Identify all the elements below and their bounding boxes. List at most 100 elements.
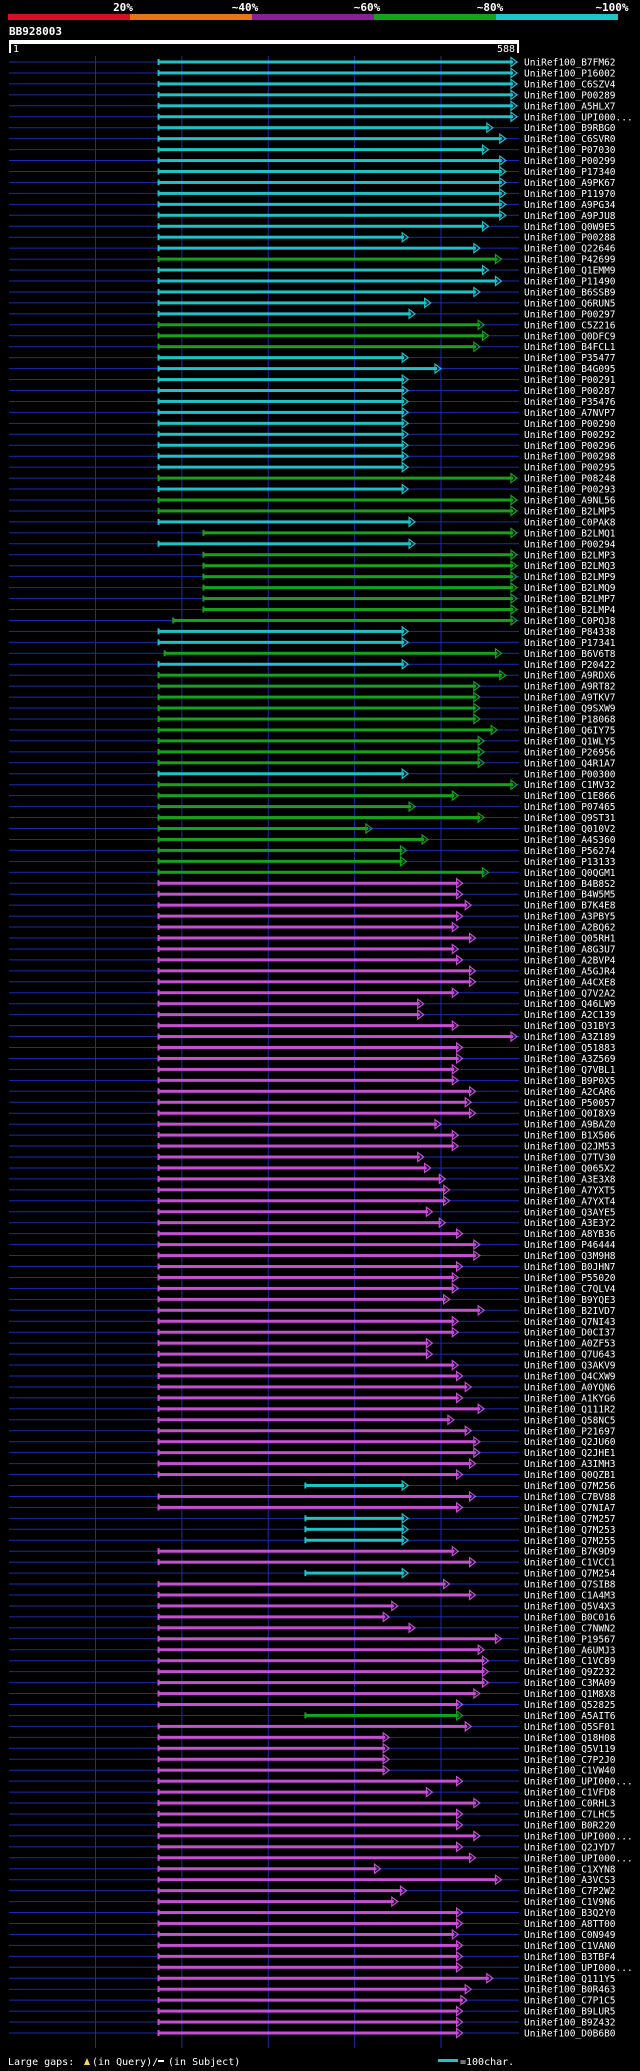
hit-label[interactable]: UniRef100_Q2JHE1 (524, 1448, 616, 1459)
hit-row[interactable]: UniRef100_Q3AYE5 (9, 1206, 616, 1218)
hit-row[interactable]: UniRef100_Q51883 (9, 1041, 616, 1054)
hit-label[interactable]: UniRef100_Q58NC5 (524, 1415, 616, 1426)
hit-row[interactable]: UniRef100_P00298 (9, 450, 616, 463)
hit-row[interactable]: UniRef100_Q2JYD7 (9, 1841, 616, 1853)
hit-label[interactable]: UniRef100_Q065X2 (524, 1163, 616, 1174)
hit-label[interactable]: UniRef100_Q111Y5 (524, 1974, 616, 1985)
hit-label[interactable]: UniRef100_Q0W9E5 (524, 222, 616, 233)
hit-label[interactable]: UniRef100_D0B6B0 (524, 2029, 616, 2040)
hit-label[interactable]: UniRef100_B2LMP5 (524, 506, 616, 517)
hit-row[interactable]: UniRef100_Q0DFC9 (9, 330, 616, 342)
hit-label[interactable]: UniRef100_UPI000... (524, 1853, 633, 1864)
hit-label[interactable]: UniRef100_C0RHL3 (524, 1799, 616, 1810)
hit-row[interactable]: UniRef100_A9PK67 (9, 176, 616, 189)
hit-row[interactable]: UniRef100_A9PG34 (9, 198, 616, 211)
hit-row[interactable]: UniRef100_P11970 (9, 187, 616, 200)
hit-label[interactable]: UniRef100_A3Z189 (524, 1032, 616, 1043)
hit-label[interactable]: UniRef100_P00287 (524, 386, 616, 397)
hit-row[interactable]: UniRef100_Q22646 (9, 242, 616, 255)
hit-row[interactable]: UniRef100_C1VCC1 (9, 1556, 616, 1569)
hit-label[interactable]: UniRef100_A0ZF53 (524, 1339, 616, 1350)
hit-label[interactable]: UniRef100_UPI000... (524, 1777, 633, 1788)
hit-label[interactable]: UniRef100_C1VAN0 (524, 1941, 616, 1952)
hit-row[interactable]: UniRef100_Q2JU60 (9, 1436, 616, 1448)
hit-row[interactable]: UniRef100_P42699 (9, 253, 616, 266)
hit-label[interactable]: UniRef100_P16002 (524, 68, 616, 79)
hit-label[interactable]: UniRef100_Q3M9H8 (524, 1251, 616, 1262)
hit-label[interactable]: UniRef100_A4S360 (524, 835, 616, 846)
hit-label[interactable]: UniRef100_B9RBG0 (524, 123, 616, 134)
hit-label[interactable]: UniRef100_Q31BY3 (524, 1021, 616, 1032)
hit-label[interactable]: UniRef100_P00299 (524, 156, 616, 167)
hit-label[interactable]: UniRef100_B2LMP9 (524, 572, 616, 583)
hit-label[interactable]: UniRef100_A9PK67 (524, 178, 616, 189)
hit-label[interactable]: UniRef100_B4W5M5 (524, 890, 616, 901)
hit-label[interactable]: UniRef100_Q3AKV9 (524, 1361, 616, 1372)
hit-row[interactable]: UniRef100_Q065X2 (9, 1162, 616, 1174)
hit-label[interactable]: UniRef100_Q7V2A2 (524, 988, 616, 999)
hit-row[interactable]: UniRef100_C1VC89 (9, 1655, 616, 1667)
hit-label[interactable]: UniRef100_Q51883 (524, 1043, 616, 1054)
hit-row[interactable]: UniRef100_Q7M254 (9, 1567, 616, 1580)
hit-row[interactable]: UniRef100_B4FCL1 (9, 341, 616, 353)
hit-label[interactable]: UniRef100_B3Q2Y0 (524, 1908, 616, 1919)
hit-row[interactable]: UniRef100_P84338 (9, 625, 616, 638)
hit-row[interactable]: UniRef100_P00295 (9, 461, 616, 474)
hit-row[interactable]: UniRef100_Q9SXW9 (9, 702, 616, 715)
hit-row[interactable]: UniRef100_Q9Z232 (9, 1665, 616, 1678)
hit-row[interactable]: UniRef100_Q4CXW9 (9, 1370, 616, 1383)
hit-row[interactable]: UniRef100_Q0QZB1 (9, 1468, 616, 1481)
hit-row[interactable]: UniRef100_A2CAR6 (9, 1085, 616, 1098)
hit-label[interactable]: UniRef100_Q4CXW9 (524, 1372, 616, 1383)
hit-label[interactable]: UniRef100_A2BQ62 (524, 923, 616, 934)
hit-row[interactable]: UniRef100_B2LMQ1 (9, 527, 616, 539)
hit-row[interactable]: UniRef100_Q0I8X9 (9, 1107, 616, 1120)
hit-label[interactable]: UniRef100_A0YQN6 (524, 1382, 616, 1393)
hit-row[interactable]: UniRef100_B4G095 (9, 362, 616, 375)
hit-row[interactable]: UniRef100_C7QLV4 (9, 1282, 616, 1295)
hit-row[interactable]: UniRef100_A8TT00 (9, 1917, 616, 1930)
hit-row[interactable]: UniRef100_P00293 (9, 483, 616, 496)
hit-label[interactable]: UniRef100_C1V9N6 (524, 1897, 616, 1908)
hit-label[interactable]: UniRef100_A7NVP7 (524, 408, 616, 419)
hit-label[interactable]: UniRef100_Q7VBL1 (524, 1065, 616, 1076)
hit-row[interactable]: UniRef100_B2LMP5 (9, 505, 616, 517)
hit-row[interactable]: UniRef100_Q6IY75 (9, 724, 616, 736)
hit-label[interactable]: UniRef100_B0R463 (524, 1985, 616, 1996)
hit-label[interactable]: UniRef100_A5GJR4 (524, 966, 616, 977)
hit-label[interactable]: UniRef100_P26956 (524, 747, 616, 758)
hit-row[interactable]: UniRef100_B9Z432 (9, 2016, 616, 2029)
hit-label[interactable]: UniRef100_C7P2W2 (524, 1886, 616, 1897)
hit-label[interactable]: UniRef100_A9PJU8 (524, 211, 616, 222)
hit-row[interactable]: UniRef100_P35476 (9, 395, 616, 408)
hit-label[interactable]: UniRef100_B2LMQ9 (524, 583, 616, 594)
hit-row[interactable]: UniRef100_D0CI37 (9, 1326, 616, 1339)
hit-row[interactable]: UniRef100_P18068 (9, 713, 616, 726)
hit-label[interactable]: UniRef100_Q7NIA7 (524, 1503, 616, 1514)
hit-label[interactable]: UniRef100_P17341 (524, 638, 616, 649)
hit-row[interactable]: UniRef100_P08248 (9, 472, 616, 485)
hit-label[interactable]: UniRef100_P11970 (524, 189, 616, 200)
hit-label[interactable]: UniRef100_A9NL56 (524, 496, 616, 507)
hit-label[interactable]: UniRef100_B9YQE3 (524, 1295, 616, 1306)
hit-label[interactable]: UniRef100_P11490 (524, 277, 616, 288)
hit-label[interactable]: UniRef100_Q7M255 (524, 1536, 616, 1547)
hit-row[interactable]: UniRef100_P00290 (9, 417, 616, 430)
hit-row[interactable]: UniRef100_C6SZV4 (9, 78, 616, 90)
hit-row[interactable]: UniRef100_B0JHN7 (9, 1260, 616, 1273)
hit-label[interactable]: UniRef100_B7FM62 (524, 58, 616, 69)
hit-label[interactable]: UniRef100_Q111R2 (524, 1404, 616, 1415)
hit-row[interactable]: UniRef100_P00299 (9, 154, 616, 167)
hit-row[interactable]: UniRef100_Q31BY3 (9, 1019, 616, 1032)
hit-row[interactable]: UniRef100_P07030 (9, 143, 616, 156)
hit-row[interactable]: UniRef100_Q7M256 (9, 1479, 616, 1492)
hit-label[interactable]: UniRef100_Q7SIB8 (524, 1580, 616, 1591)
hit-label[interactable]: UniRef100_C3MA09 (524, 1678, 616, 1689)
hit-row[interactable]: UniRef100_B9P0X5 (9, 1074, 616, 1087)
hit-row[interactable]: UniRef100_P46444 (9, 1238, 616, 1251)
hit-label[interactable]: UniRef100_C0PQJ8 (524, 616, 616, 627)
hit-label[interactable]: UniRef100_P00298 (524, 452, 616, 463)
hit-label[interactable]: UniRef100_C1VCC1 (524, 1558, 616, 1569)
hit-row[interactable]: UniRef100_A2C139 (9, 1008, 616, 1021)
hit-row[interactable]: UniRef100_B0R220 (9, 1819, 616, 1831)
